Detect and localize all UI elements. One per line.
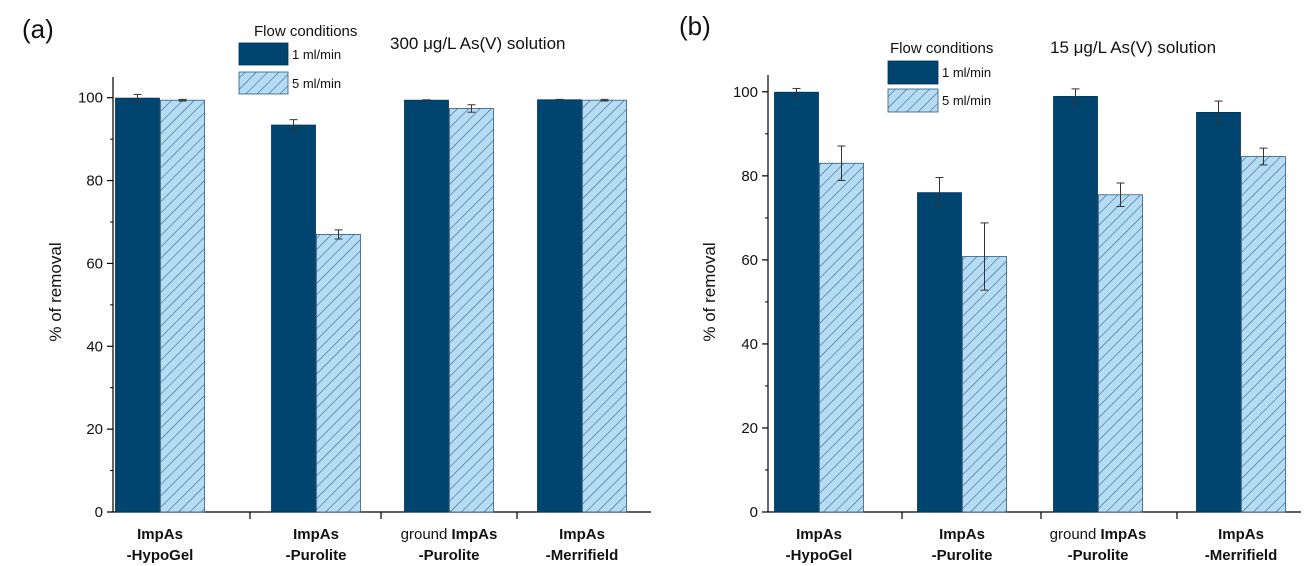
y-tick-label: 80 — [741, 168, 758, 185]
x-category-name: ImpAs — [1218, 526, 1264, 543]
y-tick-label: 40 — [741, 336, 758, 353]
panel-b: 0 20 40 60 80 100 ImpAs -HypoGel ImpAs -Purolite g… — [679, 11, 1301, 564]
y-tick-label: 20 — [741, 420, 758, 437]
legend: Flow conditions 1 ml/min 5 ml/min — [238, 23, 357, 95]
x-category-label-line1: ImpAs — [137, 526, 183, 543]
bar-5ml-1 — [819, 162, 864, 513]
legend-swatch-1ml — [238, 42, 289, 66]
x-category-label-line2: -HypoGel — [786, 547, 853, 564]
bar-5ml-3 — [1098, 194, 1143, 513]
bar-5ml-1 — [160, 99, 205, 513]
legend-entry-5ml: 5 ml/min — [942, 93, 991, 108]
x-category-label-line1: ImpAs — [559, 526, 605, 543]
x-category-name: ImpAs — [939, 526, 985, 543]
bar-5ml-3 — [449, 108, 494, 513]
y-tick-label: 60 — [741, 252, 758, 269]
x-category-prefix: ground — [401, 526, 452, 543]
y-tick-label: 40 — [86, 338, 103, 355]
x-category-label-line2: -Merrifield — [546, 547, 619, 564]
x-category-label-line2: -Merrifield — [1205, 547, 1278, 564]
legend-title: Flow conditions — [890, 40, 993, 57]
y-tick-label: 60 — [86, 255, 103, 272]
y-tick-label: 20 — [86, 421, 103, 438]
y-tick-label: 100 — [78, 90, 103, 107]
y-tick-label: 0 — [95, 504, 103, 521]
bar-1ml-2 — [271, 124, 316, 513]
x-category-label-line2: -HypoGel — [127, 547, 194, 564]
bar-5ml-4 — [582, 99, 627, 513]
panel-label: (a) — [22, 14, 54, 44]
legend-title: Flow conditions — [254, 23, 357, 40]
x-category-label-line2: -Purolite — [932, 547, 993, 564]
bar-1ml-3 — [404, 99, 449, 513]
legend-entry-5ml: 5 ml/min — [292, 76, 341, 91]
panel-a: 0 20 40 60 80 100 ImpAs -HypoGel ImpAs -Purolite g… — [22, 14, 651, 564]
solution-annotation: 15 μg/L As(V) solution — [1050, 38, 1216, 57]
bar-1ml-2 — [917, 192, 962, 513]
bar-5ml-2 — [316, 234, 361, 513]
bar-1ml-4 — [537, 99, 582, 513]
x-category-label-line2: -Purolite — [1068, 547, 1129, 564]
x-category-label-line2: -Purolite — [286, 547, 347, 564]
bar-1ml-4 — [1196, 111, 1241, 513]
legend-entry-1ml: 1 ml/min — [292, 47, 341, 62]
y-axis-label: % of removal — [700, 242, 719, 341]
y-tick-label: 0 — [750, 504, 758, 521]
x-category-label-line1: ImpAs — [796, 526, 842, 543]
legend-swatch-5ml — [887, 88, 939, 113]
x-category-name: ImpAs — [452, 526, 498, 543]
x-category-label-line2: -Purolite — [419, 547, 480, 564]
x-category-prefix: ground — [1050, 526, 1101, 543]
solution-annotation: 300 μg/L As(V) solution — [390, 34, 566, 53]
y-axis-label: % of removal — [46, 242, 65, 341]
bar-1ml-1 — [774, 91, 819, 513]
x-category-name: ImpAs — [1101, 526, 1147, 543]
bar-1ml-1 — [115, 97, 160, 513]
x-category-label-line1: ImpAs — [939, 526, 985, 543]
x-category-label-line1: ImpAs — [293, 526, 339, 543]
legend-entry-1ml: 1 ml/min — [942, 65, 991, 80]
legend-swatch-5ml — [238, 71, 289, 95]
y-tick-label: 100 — [733, 84, 758, 101]
bar-5ml-4 — [1241, 156, 1286, 513]
bar-1ml-3 — [1053, 96, 1098, 513]
legend: Flow conditions 1 ml/min 5 ml/min — [887, 40, 993, 113]
bar-5ml-2 — [962, 256, 1007, 513]
y-tick-label: 80 — [86, 173, 103, 190]
panel-label: (b) — [679, 11, 711, 41]
x-category-label-line1: ground ImpAs — [401, 526, 498, 543]
x-category-label-line1: ground ImpAs — [1050, 526, 1147, 543]
x-category-name: ImpAs — [796, 526, 842, 543]
x-category-name: ImpAs — [137, 526, 183, 543]
x-category-name: ImpAs — [559, 526, 605, 543]
legend-swatch-1ml — [887, 60, 939, 85]
x-category-name: ImpAs — [293, 526, 339, 543]
x-category-label-line1: ImpAs — [1218, 526, 1264, 543]
